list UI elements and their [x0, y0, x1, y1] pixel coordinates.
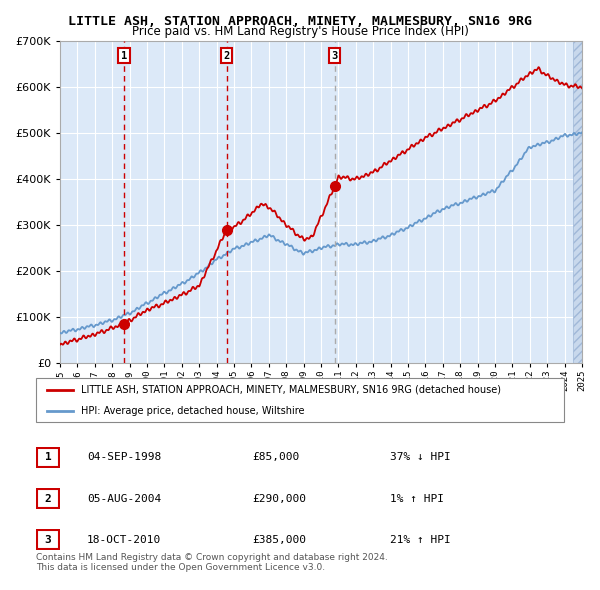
- Text: 2: 2: [224, 51, 230, 61]
- Text: 3: 3: [332, 51, 338, 61]
- Bar: [573, 41, 582, 363]
- Text: £385,000: £385,000: [252, 535, 306, 545]
- Text: 18-OCT-2010: 18-OCT-2010: [87, 535, 161, 545]
- Text: 05-AUG-2004: 05-AUG-2004: [87, 494, 161, 503]
- FancyBboxPatch shape: [37, 448, 59, 467]
- FancyBboxPatch shape: [37, 489, 59, 508]
- FancyBboxPatch shape: [36, 378, 564, 422]
- FancyBboxPatch shape: [37, 530, 59, 549]
- Text: LITTLE ASH, STATION APPROACH, MINETY, MALMESBURY, SN16 9RG (detached house): LITTLE ASH, STATION APPROACH, MINETY, MA…: [81, 385, 501, 395]
- Text: 37% ↓ HPI: 37% ↓ HPI: [390, 453, 451, 462]
- Text: 1: 1: [121, 51, 127, 61]
- Text: 04-SEP-1998: 04-SEP-1998: [87, 453, 161, 462]
- Text: LITTLE ASH, STATION APPROACH, MINETY, MALMESBURY, SN16 9RG: LITTLE ASH, STATION APPROACH, MINETY, MA…: [68, 15, 532, 28]
- Text: Contains HM Land Registry data © Crown copyright and database right 2024.: Contains HM Land Registry data © Crown c…: [36, 553, 388, 562]
- Text: HPI: Average price, detached house, Wiltshire: HPI: Average price, detached house, Wilt…: [81, 406, 304, 416]
- Text: £290,000: £290,000: [252, 494, 306, 503]
- Text: 2: 2: [44, 494, 52, 503]
- Text: Price paid vs. HM Land Registry's House Price Index (HPI): Price paid vs. HM Land Registry's House …: [131, 25, 469, 38]
- Text: 21% ↑ HPI: 21% ↑ HPI: [390, 535, 451, 545]
- Text: This data is licensed under the Open Government Licence v3.0.: This data is licensed under the Open Gov…: [36, 563, 325, 572]
- Text: £85,000: £85,000: [252, 453, 299, 462]
- Text: 3: 3: [44, 535, 52, 545]
- Text: 1: 1: [44, 453, 52, 462]
- Text: 1% ↑ HPI: 1% ↑ HPI: [390, 494, 444, 503]
